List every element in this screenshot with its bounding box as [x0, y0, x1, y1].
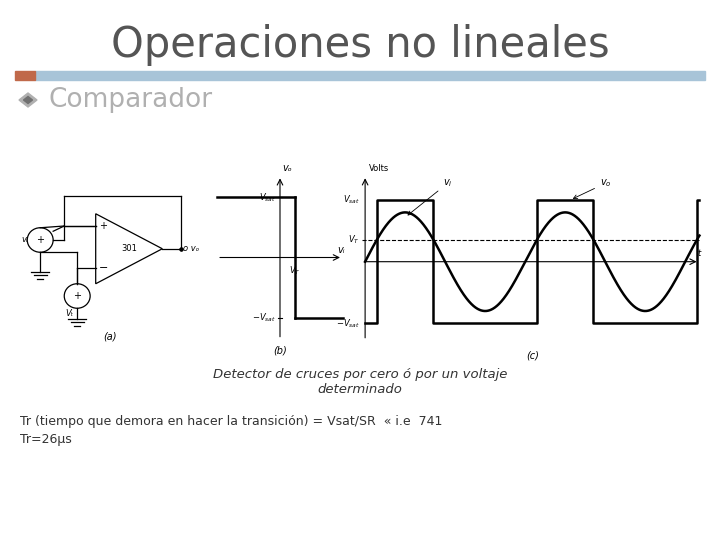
- Text: +: +: [73, 291, 81, 301]
- Text: vᵢ: vᵢ: [338, 245, 345, 255]
- Text: V$_T$: V$_T$: [348, 233, 360, 246]
- Text: Volts: Volts: [369, 164, 389, 173]
- Bar: [15, 71, 35, 80]
- Text: V$_T$: V$_T$: [289, 265, 301, 277]
- Polygon shape: [19, 93, 37, 107]
- Text: Detector de cruces por cero ó por un voltaje
determinado: Detector de cruces por cero ó por un vol…: [213, 368, 507, 396]
- Text: (b): (b): [273, 346, 287, 355]
- Text: Tr (tiempo que demora en hacer la transición) = Vsat/SR  « i.e  741: Tr (tiempo que demora en hacer la transi…: [20, 415, 442, 429]
- Text: Comparador: Comparador: [48, 87, 212, 113]
- Text: −: −: [99, 263, 108, 273]
- Text: t: t: [698, 249, 701, 258]
- Text: o vₒ: o vₒ: [183, 244, 199, 253]
- Text: (a): (a): [104, 331, 117, 341]
- Text: Tr=26μs: Tr=26μs: [20, 434, 72, 447]
- Text: Operaciones no lineales: Operaciones no lineales: [111, 24, 609, 66]
- Bar: [35, 71, 705, 80]
- Text: v$_o$: v$_o$: [573, 177, 611, 199]
- Text: +: +: [36, 235, 44, 245]
- Text: V$_{sat}$: V$_{sat}$: [343, 194, 360, 206]
- Text: $-$V$_{sat}$: $-$V$_{sat}$: [336, 317, 360, 329]
- Polygon shape: [24, 97, 32, 104]
- Text: +: +: [99, 221, 107, 231]
- Text: 301: 301: [121, 244, 137, 253]
- Text: v$_i$: v$_i$: [408, 177, 453, 215]
- Text: Vₜ: Vₜ: [66, 309, 74, 318]
- Text: $-$V$_{sat}$: $-$V$_{sat}$: [252, 312, 276, 324]
- Text: V$_{sat}$: V$_{sat}$: [258, 191, 276, 204]
- Text: vₒ: vₒ: [282, 163, 292, 173]
- Text: (c): (c): [526, 350, 539, 360]
- Text: vᵢ: vᵢ: [22, 235, 28, 245]
